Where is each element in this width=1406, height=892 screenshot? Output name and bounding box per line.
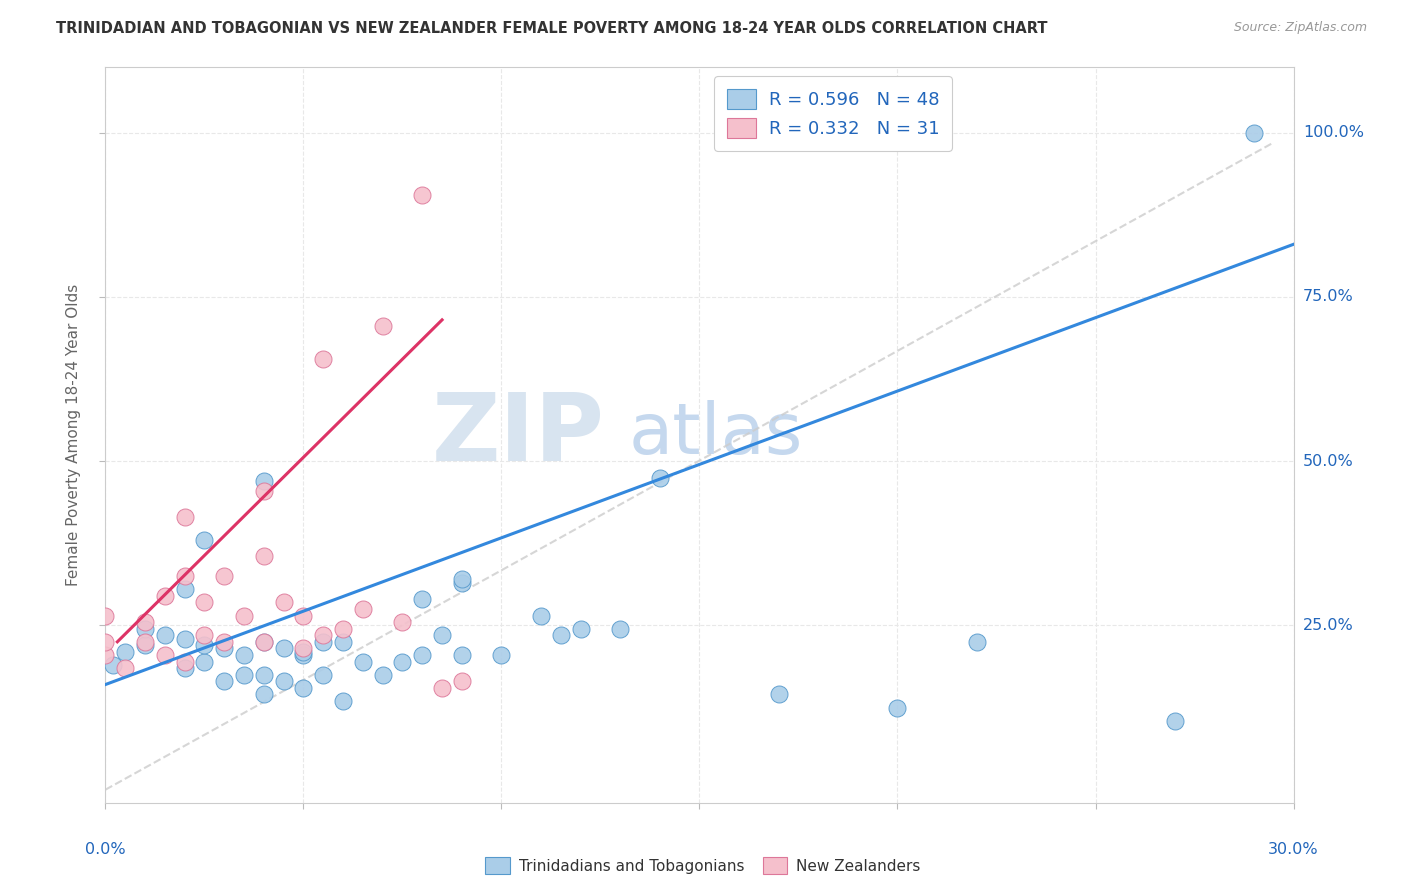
Point [153,589,176,603]
Point [94,608,117,623]
Point [214,635,236,649]
Point [450,573,472,587]
Point [450,648,472,662]
Point [94,635,117,649]
Text: TRINIDADIAN AND TOBAGONIAN VS NEW ZEALANDER FEMALE POVERTY AMONG 18-24 YEAR OLDS: TRINIDADIAN AND TOBAGONIAN VS NEW ZEALAN… [56,21,1047,36]
Text: 75.0%: 75.0% [1303,289,1354,304]
Point [114,661,136,675]
Point [173,569,195,583]
Point [450,674,472,689]
Point [134,638,156,652]
Point [173,510,195,524]
Point [273,595,295,609]
Point [193,655,215,669]
Point [193,638,215,652]
Point [134,615,156,629]
Point [273,641,295,656]
Point [253,635,276,649]
Point [214,641,236,656]
Point [292,645,315,659]
Point [253,687,276,701]
Point [768,687,790,701]
Point [233,608,256,623]
Point [153,628,176,642]
Point [411,188,433,202]
Text: ZIP: ZIP [432,389,605,481]
Point [292,641,315,656]
Point [214,569,236,583]
Point [391,615,413,629]
Point [193,628,215,642]
Point [214,674,236,689]
Point [193,533,215,547]
Point [103,657,125,672]
Point [550,628,572,642]
Point [253,474,276,488]
Point [312,635,335,649]
Point [648,470,671,484]
Text: Source: ZipAtlas.com: Source: ZipAtlas.com [1233,21,1367,34]
Point [1164,714,1187,728]
Legend: Trinidadians and Tobagonians, New Zealanders: Trinidadians and Tobagonians, New Zealan… [479,851,927,880]
Point [114,645,136,659]
Point [609,622,631,636]
Point [430,681,453,695]
Point [430,628,453,642]
Text: 50.0%: 50.0% [1303,454,1354,468]
Point [253,483,276,498]
Point [332,694,354,708]
Point [193,595,215,609]
Point [530,608,553,623]
Point [352,655,374,669]
Point [273,674,295,689]
Text: 0.0%: 0.0% [86,842,125,856]
Point [253,635,276,649]
Point [173,661,195,675]
Point [391,655,413,669]
Point [134,635,156,649]
Legend: R = 0.596   N = 48, R = 0.332   N = 31: R = 0.596 N = 48, R = 0.332 N = 31 [714,76,952,151]
Point [569,622,592,636]
Text: 25.0%: 25.0% [1303,618,1354,633]
Point [233,667,256,681]
Point [332,635,354,649]
Point [886,700,908,714]
Point [173,632,195,646]
Point [312,352,335,367]
Text: 100.0%: 100.0% [1303,125,1364,140]
Point [371,667,394,681]
Y-axis label: Female Poverty Among 18-24 Year Olds: Female Poverty Among 18-24 Year Olds [66,284,82,586]
Text: atlas: atlas [628,401,803,469]
Point [173,582,195,597]
Point [253,667,276,681]
Point [491,648,513,662]
Point [173,655,195,669]
Point [352,602,374,616]
Point [292,648,315,662]
Point [94,648,117,662]
Point [153,648,176,662]
Point [332,622,354,636]
Point [312,667,335,681]
Point [233,648,256,662]
Point [371,319,394,334]
Point [253,549,276,564]
Point [411,592,433,607]
Point [292,681,315,695]
Point [312,628,335,642]
Point [450,575,472,590]
Point [411,648,433,662]
Point [1243,126,1265,140]
Point [134,622,156,636]
Text: 30.0%: 30.0% [1268,842,1319,856]
Point [966,635,988,649]
Point [292,608,315,623]
